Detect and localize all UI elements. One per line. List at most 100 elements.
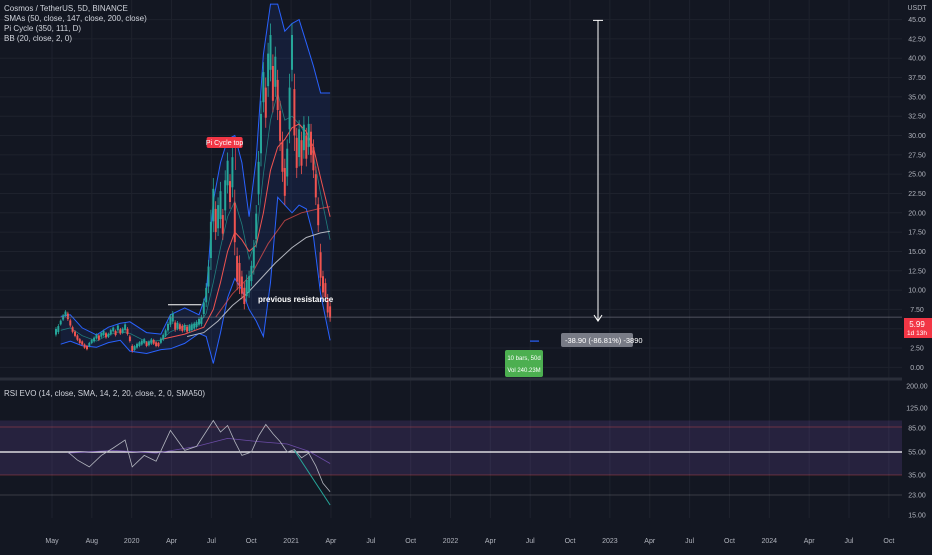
- candle-body: [109, 330, 112, 335]
- sma147-line: [215, 206, 331, 318]
- candle-body: [262, 72, 265, 103]
- candle-body: [245, 280, 248, 297]
- candle-body: [143, 339, 146, 343]
- candle-body: [202, 302, 205, 314]
- candle-body: [329, 306, 332, 318]
- candle-body: [276, 79, 279, 110]
- price-tick-label: 45.00: [908, 17, 926, 24]
- candle-body: [126, 328, 129, 334]
- candle-body: [271, 66, 274, 101]
- candle-body: [260, 113, 262, 154]
- candle-body: [200, 317, 203, 325]
- candle-body: [176, 322, 179, 329]
- candle-body: [162, 334, 165, 340]
- candle-body: [155, 342, 158, 346]
- candle-body: [283, 168, 286, 196]
- candle-body: [81, 341, 84, 345]
- rsi-ma-line: [67, 437, 331, 464]
- candle-body: [167, 323, 169, 331]
- legend-sma[interactable]: SMAs (50, close, 147, close, 200, close): [4, 14, 147, 23]
- time-tick-label: Apr: [325, 538, 337, 545]
- candle-body: [55, 329, 57, 335]
- candle-body: [286, 148, 289, 177]
- candle-body: [74, 331, 76, 336]
- candle-body: [112, 327, 115, 332]
- rsi-legend[interactable]: RSI EVO (14, close, SMA, 14, 2, 20, clos…: [4, 389, 205, 399]
- candle-body: [59, 320, 62, 325]
- rsi-tick-label: 55.00: [908, 450, 926, 457]
- time-tick-label: Jul: [366, 538, 375, 545]
- candle-body: [207, 266, 210, 287]
- price-tick-label: 20.00: [908, 210, 926, 217]
- current-price-label: 5.99: [909, 320, 925, 329]
- legend-bb[interactable]: BB (20, close, 2, 0): [4, 34, 73, 43]
- rsi-tick-label: 200.00: [906, 384, 928, 391]
- price-tick-label: 15.00: [908, 249, 926, 256]
- candle-body: [298, 129, 301, 158]
- candle-body: [78, 339, 81, 343]
- rsi-tick-label: 85.00: [908, 426, 926, 433]
- candle-body: [221, 215, 224, 234]
- time-tick-label: 2022: [443, 538, 459, 545]
- price-tick-label: 25.00: [908, 172, 926, 179]
- price-tick-label: 30.00: [908, 133, 926, 140]
- price-tick-label: 22.50: [908, 191, 926, 198]
- price-tick-label: 35.00: [908, 94, 926, 101]
- time-tick-label: Apr: [644, 538, 656, 545]
- price-tick-label: 0.00: [910, 365, 924, 372]
- candle-body: [124, 324, 127, 330]
- candle-body: [83, 344, 86, 348]
- candle-body: [171, 313, 174, 322]
- candle-body: [214, 208, 217, 233]
- candle-body: [233, 202, 236, 243]
- candle-body: [86, 346, 88, 350]
- price-tick-label: 2.50: [910, 346, 924, 353]
- candle-body: [248, 276, 251, 293]
- candle-body: [307, 123, 310, 148]
- candle-body: [188, 325, 191, 331]
- bb-upper-line: [60, 3, 331, 336]
- candle-body: [159, 338, 162, 343]
- candle-body: [217, 205, 220, 229]
- candle-body: [236, 256, 239, 282]
- time-tick-label: Jul: [526, 538, 535, 545]
- candle-body: [310, 131, 312, 155]
- candle-body: [281, 141, 284, 172]
- candle-body: [300, 140, 303, 166]
- candle-body: [66, 313, 69, 320]
- candle-body: [152, 340, 155, 344]
- candle-body: [212, 188, 215, 222]
- candle-body: [322, 276, 324, 293]
- candle-body: [164, 330, 167, 336]
- candle-body: [181, 325, 184, 331]
- candle-body: [255, 213, 258, 240]
- candle-body: [64, 311, 67, 316]
- legend-pi-cycle[interactable]: Pi Cycle (350, 111, D): [4, 24, 82, 33]
- price-tick-label: 42.50: [908, 36, 926, 43]
- time-tick-label: Oct: [724, 538, 735, 545]
- candle-body: [195, 321, 198, 327]
- legend-symbol[interactable]: Cosmos / TetherUS, 5D, BINANCE: [4, 4, 128, 13]
- candle-body: [174, 322, 177, 330]
- candle-body: [302, 124, 305, 151]
- candle-body: [317, 204, 320, 226]
- candle-body: [150, 339, 153, 344]
- candle-body: [226, 160, 229, 186]
- candle-body: [193, 323, 196, 329]
- time-tick-label: Jul: [207, 538, 216, 545]
- time-tick-label: Apr: [485, 538, 497, 545]
- price-tick-label: 40.00: [908, 56, 926, 63]
- candle-body: [183, 325, 186, 331]
- main-legend[interactable]: Cosmos / TetherUS, 5D, BINANCE SMAs (50,…: [4, 4, 147, 44]
- annotation-labels: Pi Cycle top previous resistance -38.90 …: [206, 5, 932, 377]
- candle-body: [243, 287, 246, 304]
- legend-rsi[interactable]: RSI EVO (14, close, SMA, 14, 2, 20, clos…: [4, 389, 205, 398]
- candle-body: [71, 327, 74, 332]
- rsi-band: [0, 420, 902, 475]
- price-tick-label: 17.50: [908, 230, 926, 237]
- candle-body: [314, 174, 317, 198]
